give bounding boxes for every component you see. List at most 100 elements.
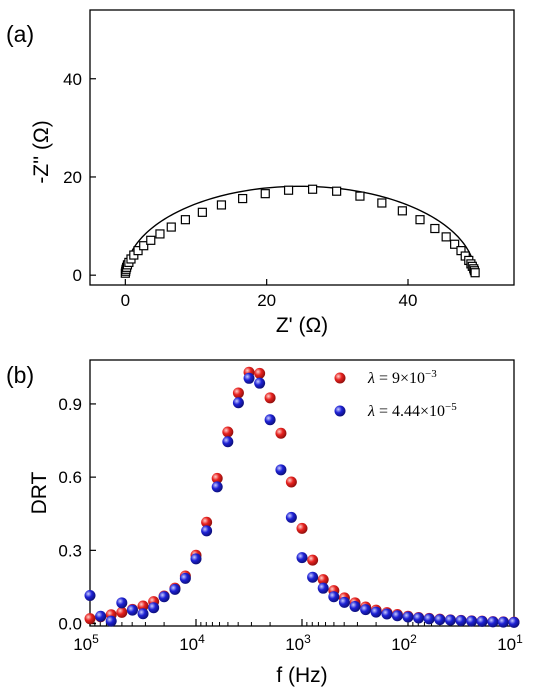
panel-a-data-point [238,193,248,204]
panel-b-y-tick-label: 0.0 [58,615,82,634]
panel-b-series-2-point [254,377,266,389]
panel-a-data-points [120,184,480,278]
panel-b-series-1-point [275,427,287,439]
panel-b-series-2-point [158,591,170,603]
panel-a-axis-ticks: 0 20 40 0 20 40 [63,70,417,310]
panel-b-x-tick-label: 102 [391,632,417,654]
panel-b-series-2-point [116,597,128,609]
panel-b-series-2-point [148,602,160,614]
panel-b-series-2-point [508,616,520,628]
panel-b-series-2-point [349,600,361,612]
panel-b-series-2-point [476,615,488,627]
panel-b-series-1-point [222,426,234,438]
panel-a-data-point [260,189,270,199]
panel-b-series-2-point [402,611,414,623]
panel-b-series-2-point [126,604,138,616]
panel-b-data-points [84,366,520,628]
panel-b-drt-plot: (b) 105 104 103 102 101 0.0 0.3 0.6 0.9 λ = 9×10… [6,359,523,687]
panel-b-series-1-point [317,574,329,586]
panel-a-x-axis-title: Z' (Ω) [276,314,328,337]
panel-b-series-1-point [116,606,128,618]
panel-a-x-tick-label: 40 [399,291,418,310]
panel-a-data-point [308,184,318,194]
panel-b-x-tick-label: 103 [285,632,311,654]
panel-b-series-2-point [264,414,276,426]
panel-b-y-tick-label: 0.3 [58,541,82,560]
panel-b-series-2-point [434,614,446,626]
panel-b-series-2-point [243,372,255,384]
panel-b-plot-frame [89,359,515,627]
panel-a-data-point [397,206,407,216]
panel-b-y-axis-title: DRT [28,471,51,514]
panel-b-series-2-point [201,525,213,537]
panel-a-data-point [139,241,149,251]
panel-b-series-2-point [423,613,435,625]
panel-a-data-point [415,215,425,225]
panel-a-fit-curve [124,185,476,276]
panel-b-series-2-point [222,436,234,448]
panel-b-series-1-point [285,476,297,488]
panel-b-series-2-point [317,582,329,594]
panel-b-x-tick-label: 101 [497,632,523,654]
panel-b-series-2-point [391,610,403,622]
panel-a-x-tick-label: 0 [121,291,130,310]
panel-b-series-2-point [444,614,456,626]
panel-b-series-2-point [455,615,467,627]
panel-b-series-1-point [137,600,149,612]
panel-b-label: (b) [6,362,34,388]
panel-b-series-2-point [232,397,244,409]
panel-a-data-point [155,229,165,239]
panel-a-label: (a) [6,21,34,47]
panel-b-x-tick-label: 104 [179,632,205,654]
panel-b-series-2-point [370,606,382,618]
panel-a-data-point [355,191,365,201]
panel-b-series-2-point [190,553,202,565]
panel-b-series-2-point [179,572,191,584]
panel-a-data-point [470,268,480,278]
panel-b-series-2-point [137,608,149,620]
panel-b-x-tick-label: 105 [73,632,99,654]
panel-b-series-2-point [285,511,297,523]
panel-a-y-tick-label: 0 [73,266,82,285]
panel-a-y-axis-title: -Z'' (Ω) [30,120,53,183]
panel-b-series-2-point [328,591,340,603]
panel-b-legend-label: λ = 9×10−3 [367,368,437,387]
panel-b-y-tick-label: 0.9 [58,395,82,414]
panel-b-legend: λ = 9×10−3 λ = 4.44×10−5 [334,368,457,420]
panel-a-data-point [197,207,207,217]
panel-a-data-point [450,239,460,249]
panel-a-y-tick-label: 40 [63,70,82,89]
panel-a-data-point [441,232,451,242]
panel-b-series-1-point [296,522,308,534]
panel-b-series-2-point [105,615,117,627]
panel-b-series-2-point [497,616,509,628]
panel-b-legend-marker [334,405,346,417]
panel-a-plot-frame [89,9,515,286]
panel-a-x-tick-label: 20 [257,291,276,310]
panel-b-series-1-point [211,472,223,484]
panel-a-data-point [283,185,294,195]
panel-a-data-point [377,198,387,208]
panel-b-series-2-point [211,481,223,493]
panel-a-data-point [332,186,342,196]
panel-b-series-2-point [307,571,319,583]
panel-a-data-point [216,200,227,210]
panel-b-legend-label: λ = 4.44×10−5 [367,401,457,420]
panel-b-series-2-point [95,610,107,622]
panel-b-series-2-point [84,589,96,601]
panel-b-series-2-point [466,615,478,627]
panel-b-series-2-point [487,616,499,628]
panel-b-axis-ticks: 105 104 103 102 101 0.0 0.3 0.6 0.9 [58,395,523,654]
panel-b-series-2-point [296,552,308,564]
panel-b-legend-marker [334,372,346,384]
panel-b-series-2-point [413,612,425,624]
panel-a-data-point [430,223,440,234]
panel-b-series-1-point [232,387,244,399]
panel-b-series-1-point [84,613,96,625]
panel-b-series-2-point [169,583,181,595]
panel-b-series-1-point [254,367,266,379]
panel-b-x-axis-title: f (Hz) [276,664,327,687]
panel-b-series-2-point [275,464,287,476]
panel-b-series-1-point [201,516,213,528]
